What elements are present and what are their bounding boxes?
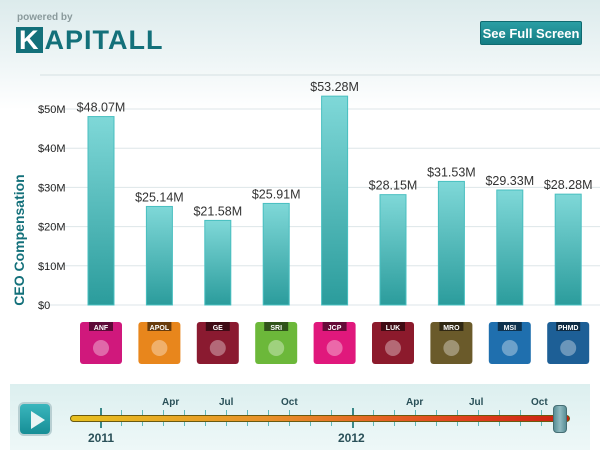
bar-apol bbox=[145, 205, 173, 306]
ticker-badge bbox=[322, 322, 347, 331]
company-logo-mark bbox=[443, 340, 460, 356]
data-label: $28.28M bbox=[544, 178, 593, 192]
ticker-badge bbox=[89, 322, 113, 331]
timeline-slider-handle[interactable] bbox=[553, 405, 567, 433]
y-tick-label: $20M bbox=[38, 222, 66, 234]
ticker-badge bbox=[381, 322, 405, 331]
bar-phmd bbox=[554, 193, 582, 306]
company-logo-phmd bbox=[547, 322, 590, 364]
y-tick-label: $50M bbox=[38, 104, 66, 116]
bar-jcp bbox=[321, 95, 349, 306]
y-tick-label: $30M bbox=[38, 182, 66, 194]
data-label: $53.28M bbox=[310, 80, 359, 94]
ticker-badge bbox=[497, 322, 522, 331]
company-logo-mark bbox=[560, 340, 577, 356]
company-logo-luk bbox=[372, 322, 414, 364]
data-label: $25.14M bbox=[135, 190, 184, 204]
company-logo-jcp bbox=[313, 322, 356, 364]
timeline-year-label: 2012 bbox=[338, 431, 365, 445]
see-full-screen-button[interactable]: See Full Screen bbox=[480, 21, 582, 45]
data-label: $28.15M bbox=[369, 179, 418, 193]
company-logo-mark bbox=[501, 340, 518, 356]
data-label: $25.91M bbox=[252, 187, 301, 201]
company-logo-sri bbox=[255, 322, 298, 364]
company-logo-ge bbox=[196, 322, 239, 364]
data-label: $48.07M bbox=[77, 101, 126, 115]
ticker-label: ANF bbox=[94, 325, 109, 332]
ticker-badge bbox=[439, 322, 464, 331]
ticker-label: GE bbox=[213, 325, 223, 332]
y-tick-label: $40M bbox=[38, 143, 66, 155]
company-logo-mark bbox=[326, 340, 343, 356]
company-logo-mark bbox=[93, 340, 109, 356]
kapitall-logo[interactable]: K APITALL bbox=[16, 25, 163, 56]
company-logo-mark bbox=[151, 340, 168, 356]
data-label: $21.58M bbox=[193, 204, 242, 218]
ticker-label: MRO bbox=[443, 325, 460, 332]
timeline-month-label: Apr bbox=[162, 397, 180, 408]
ticker-badge bbox=[264, 322, 289, 331]
ticker-badge bbox=[147, 322, 172, 331]
ticker-label: JCP bbox=[328, 325, 342, 332]
ticker-badge bbox=[205, 322, 230, 331]
play-button[interactable] bbox=[18, 402, 52, 436]
y-tick-label: $0 bbox=[38, 300, 50, 312]
bar-ge bbox=[204, 219, 232, 306]
timeline-month-label: Oct bbox=[281, 397, 298, 408]
bar-mro bbox=[437, 180, 465, 306]
ticker-label: MSI bbox=[504, 325, 517, 332]
ticker-label: LUK bbox=[386, 325, 400, 332]
ticker-label: APOL bbox=[150, 325, 170, 332]
company-logo-mark bbox=[268, 340, 285, 356]
logo-text: APITALL bbox=[44, 25, 164, 55]
company-logo-anf bbox=[80, 322, 122, 364]
timeline-month-label: Jul bbox=[469, 397, 484, 408]
data-label: $29.33M bbox=[485, 174, 534, 188]
y-tick-label: $10M bbox=[38, 261, 66, 273]
company-logo-mro bbox=[430, 322, 473, 364]
company-logo-mark bbox=[385, 340, 401, 356]
powered-by-label: powered by bbox=[17, 12, 73, 23]
ticker-label: PHMD bbox=[558, 325, 579, 332]
timeline-track[interactable] bbox=[70, 415, 570, 422]
timeline-month-label: Apr bbox=[406, 397, 424, 408]
ticker-label: SRI bbox=[270, 325, 282, 332]
timeline-month-label: Jul bbox=[219, 397, 234, 408]
bar-chart: $0 $10M $20M $30M $40M $50M CEO Compensation $4… bbox=[11, 74, 600, 364]
company-logo-apol bbox=[138, 322, 181, 364]
timeline-month-label: Oct bbox=[531, 397, 548, 408]
data-label: $31.53M bbox=[427, 165, 476, 179]
bar-msi bbox=[496, 189, 524, 306]
bar-sri bbox=[262, 202, 290, 306]
company-logo-msi bbox=[488, 322, 531, 364]
company-logo-mark bbox=[209, 340, 226, 356]
timeline-year-label: 2011 bbox=[88, 431, 115, 445]
logo-k: K bbox=[16, 27, 43, 54]
y-axis-label: CEO Compensation bbox=[11, 174, 27, 305]
ticker-badge bbox=[556, 322, 581, 331]
bar-anf bbox=[87, 116, 115, 306]
bar-luk bbox=[379, 194, 407, 306]
